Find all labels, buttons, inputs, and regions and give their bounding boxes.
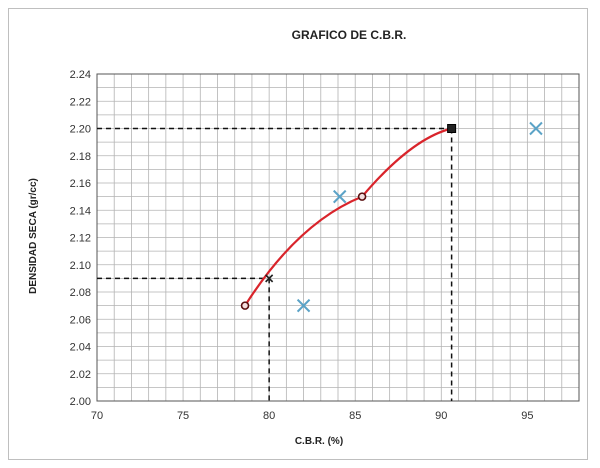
plot-area-border xyxy=(96,73,580,402)
y-tick-label: 2.16 xyxy=(70,178,91,190)
data-series xyxy=(240,121,543,313)
cbr-chart: GRAFICO DE C.B.R. 2.002.022.042.062.082.… xyxy=(28,28,580,447)
y-tick-label: 2.10 xyxy=(70,260,91,272)
data-point-marker xyxy=(240,301,250,310)
y-tick-label: 2.02 xyxy=(70,369,91,381)
y-tick-label: 2.00 xyxy=(70,396,91,408)
reference-square-marker xyxy=(447,124,457,133)
y-tick-label: 2.08 xyxy=(70,287,91,299)
x-marker-stroke xyxy=(333,189,347,204)
x-data-point xyxy=(529,121,543,136)
grid xyxy=(96,73,580,402)
reference-lines xyxy=(97,127,453,401)
x-tick-label: 75 xyxy=(177,410,189,422)
y-tick-label: 2.24 xyxy=(70,69,91,81)
x-tick-label: 80 xyxy=(263,410,275,422)
x-tick-label: 95 xyxy=(521,410,533,422)
y-axis-label: DENSIDAD SECA (gr/cc) xyxy=(28,178,39,294)
y-tick-label: 2.18 xyxy=(70,151,91,163)
x-data-point xyxy=(333,189,347,204)
tick-labels: 2.00 2.02 2.04 2.06 2.08 2.10 2.12 2.14 2.16 2.18… xyxy=(70,69,534,422)
y-tick-label: 2.12 xyxy=(70,233,91,245)
x-marker-stroke xyxy=(529,121,543,136)
y-tick-label: 2.06 xyxy=(70,314,91,326)
y-tick-label: 2.20 xyxy=(70,124,91,136)
chart-frame: GRAFICO DE C.B.R. 2.00 2.02 2.04 2.06 2.08 2.… xyxy=(8,8,588,460)
data-point-marker xyxy=(357,192,367,201)
x-marker-stroke xyxy=(296,298,311,313)
cbr-curve xyxy=(244,127,452,307)
chart-title: GRAFICO DE C.B.R. xyxy=(292,28,407,42)
y-tick-label: 2.04 xyxy=(70,342,91,354)
x-tick-label: 90 xyxy=(435,410,447,422)
y-tick-label: 2.14 xyxy=(70,205,91,217)
y-tick-label: 2.22 xyxy=(70,96,91,108)
reference-x-marker xyxy=(265,274,274,283)
x-tick-label: 85 xyxy=(349,410,361,422)
x-axis-label: C.B.R. (%) xyxy=(295,436,343,447)
x-data-point xyxy=(296,298,311,313)
x-tick-label: 70 xyxy=(91,410,103,422)
